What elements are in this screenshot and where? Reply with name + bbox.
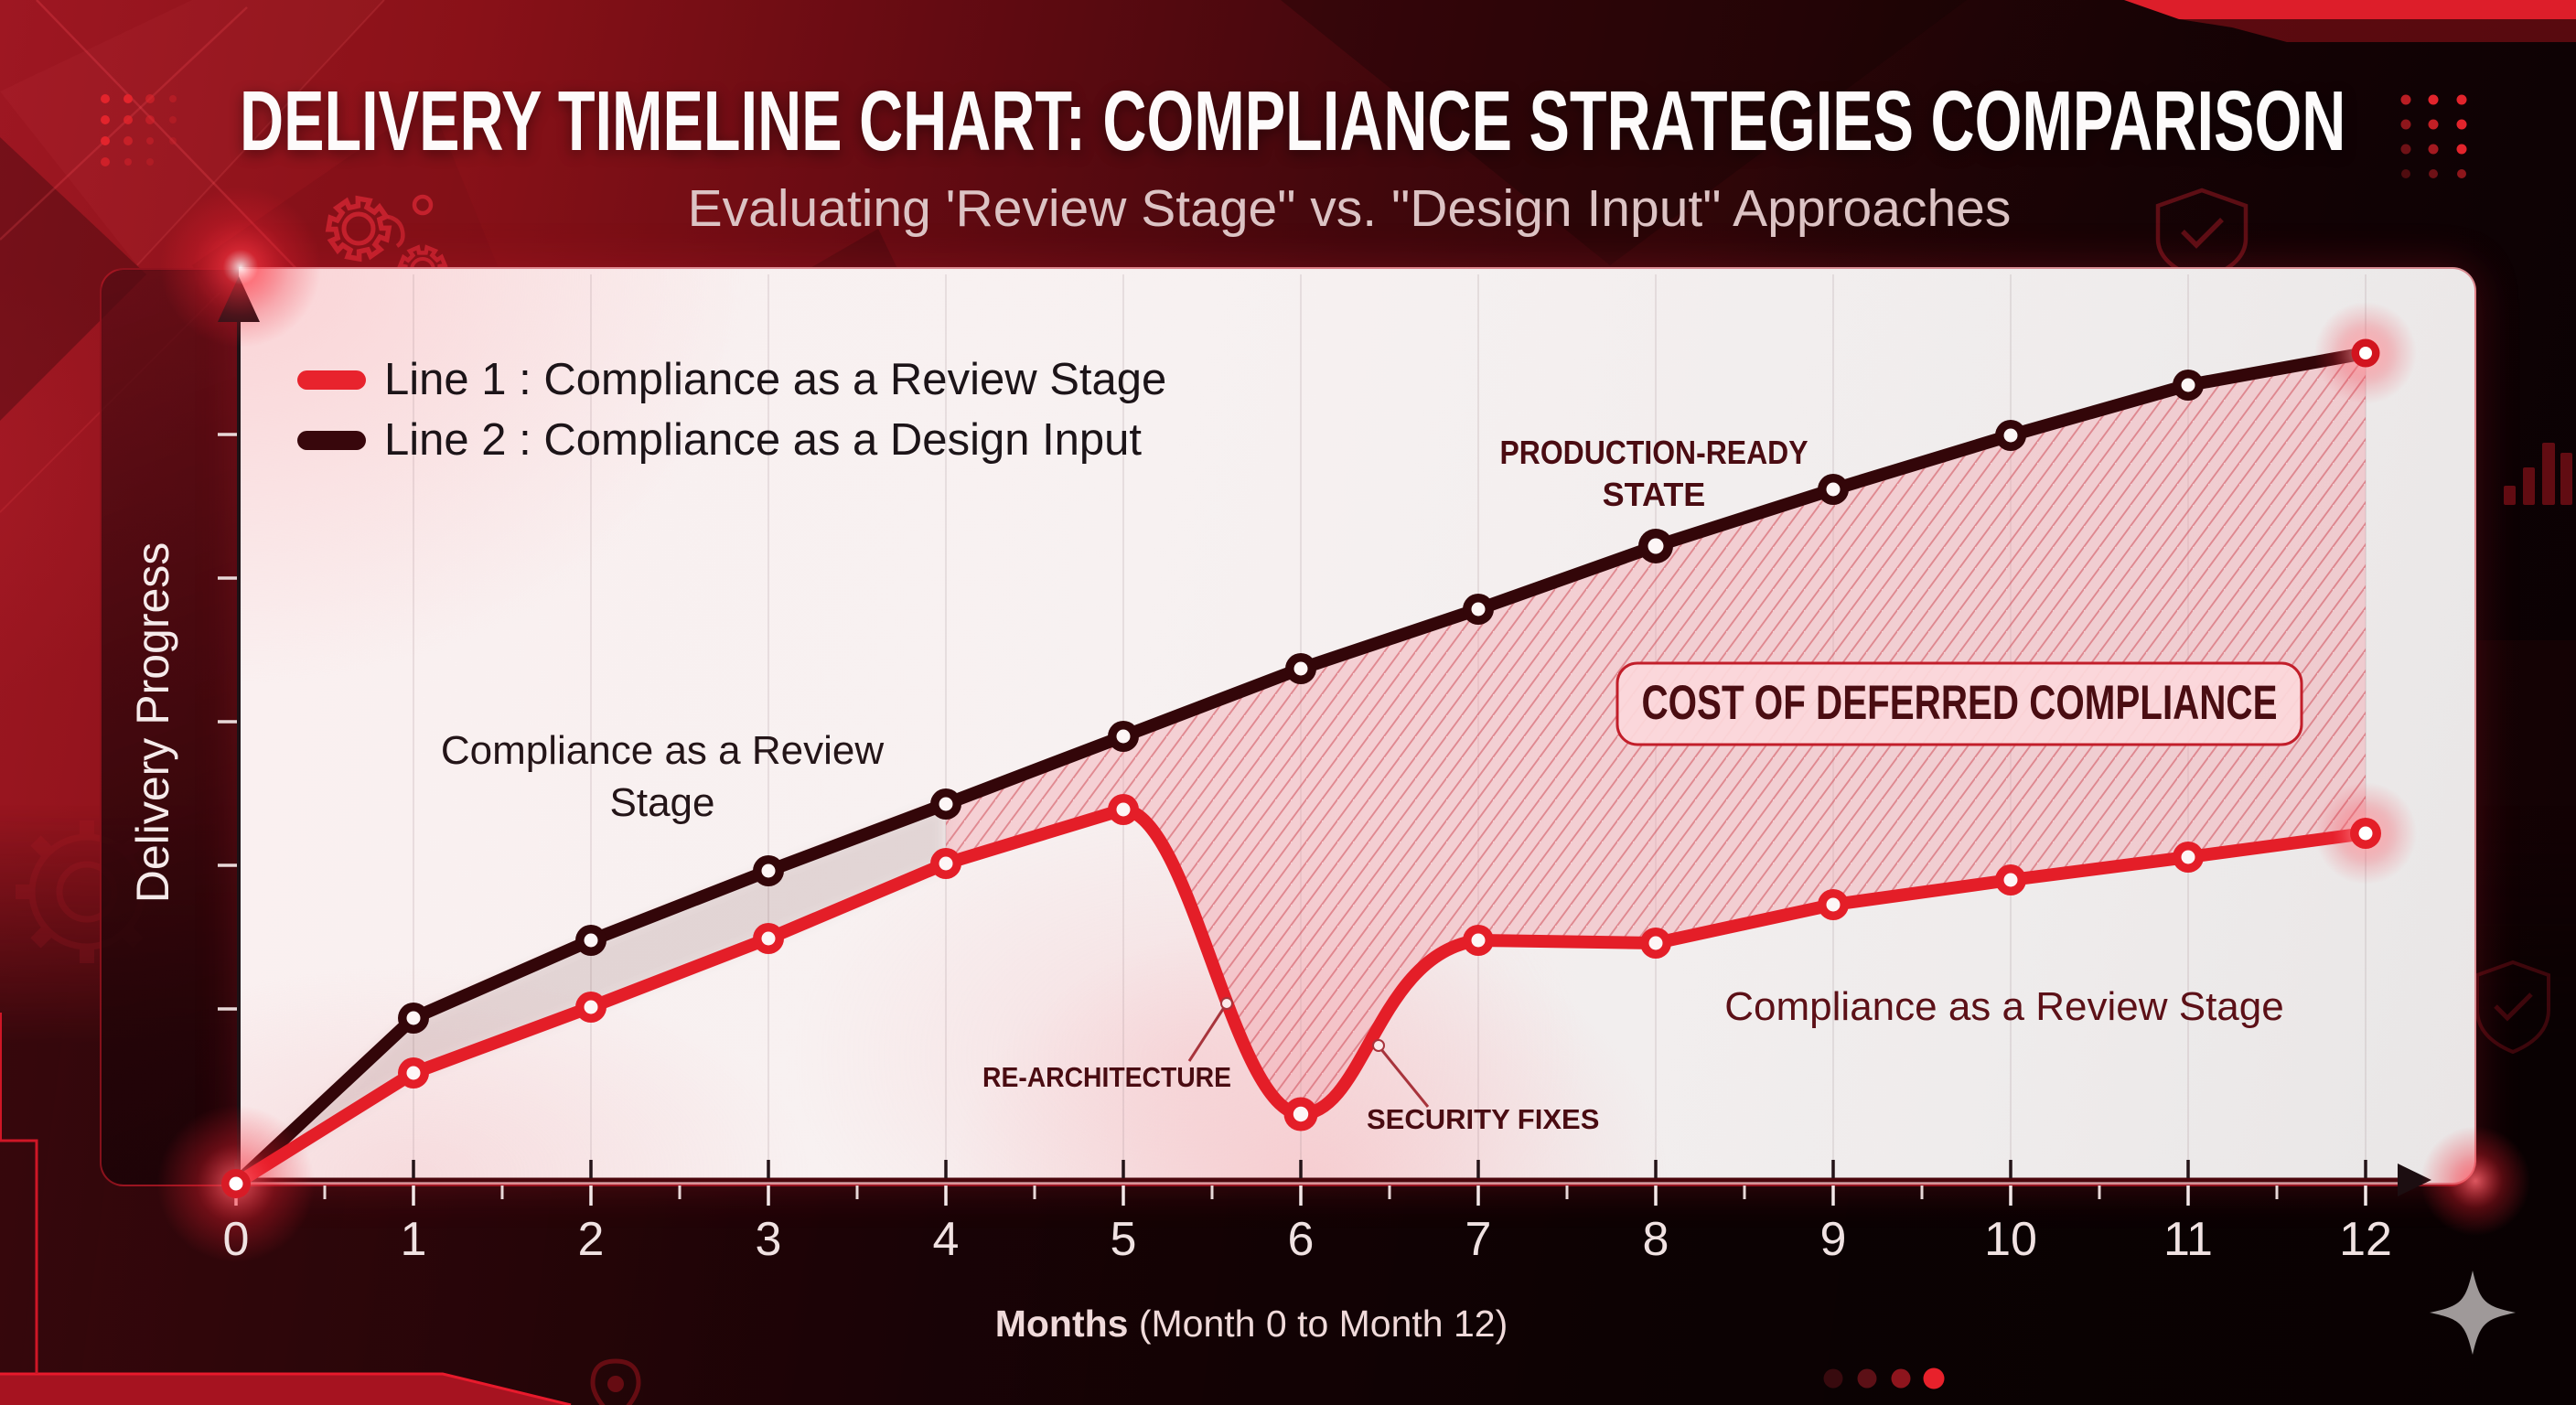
- svg-text:Compliance as a Review: Compliance as a Review: [441, 728, 884, 773]
- svg-text:COST OF DEFERRED COMPLIANCE: COST OF DEFERRED COMPLIANCE: [1642, 676, 2278, 730]
- svg-text:12: 12: [2339, 1213, 2392, 1266]
- svg-text:5: 5: [1111, 1213, 1137, 1266]
- svg-text:Line 2 : Compliance as a Desig: Line 2 : Compliance as a Design Input: [384, 415, 1142, 465]
- svg-text:PRODUCTION-READY: PRODUCTION-READY: [1500, 434, 1809, 471]
- svg-text:SECURITY FIXES: SECURITY FIXES: [1367, 1103, 1599, 1135]
- svg-text:7: 7: [1465, 1213, 1492, 1266]
- svg-text:8: 8: [1643, 1213, 1669, 1266]
- svg-text:Compliance as a Review Stage: Compliance as a Review Stage: [1724, 984, 2283, 1029]
- svg-text:RE-ARCHITECTURE: RE-ARCHITECTURE: [982, 1061, 1231, 1093]
- svg-text:9: 9: [1820, 1213, 1847, 1266]
- svg-text:2: 2: [578, 1213, 605, 1266]
- svg-text:1: 1: [401, 1213, 427, 1266]
- svg-text:Line 1 : Compliance as a Revie: Line 1 : Compliance as a Review Stage: [384, 355, 1166, 404]
- svg-text:11: 11: [2163, 1213, 2213, 1266]
- svg-text:0: 0: [223, 1213, 250, 1266]
- svg-text:Delivery Progress: Delivery Progress: [127, 542, 178, 904]
- svg-text:4: 4: [933, 1213, 960, 1266]
- svg-text:Stage: Stage: [610, 780, 715, 825]
- svg-text:3: 3: [756, 1213, 782, 1266]
- svg-text:STATE: STATE: [1603, 476, 1706, 513]
- svg-text:10: 10: [1984, 1213, 2037, 1266]
- svg-text:6: 6: [1288, 1213, 1315, 1266]
- svg-text:Months (Month 0 to Month 12): Months (Month 0 to Month 12): [995, 1303, 1508, 1345]
